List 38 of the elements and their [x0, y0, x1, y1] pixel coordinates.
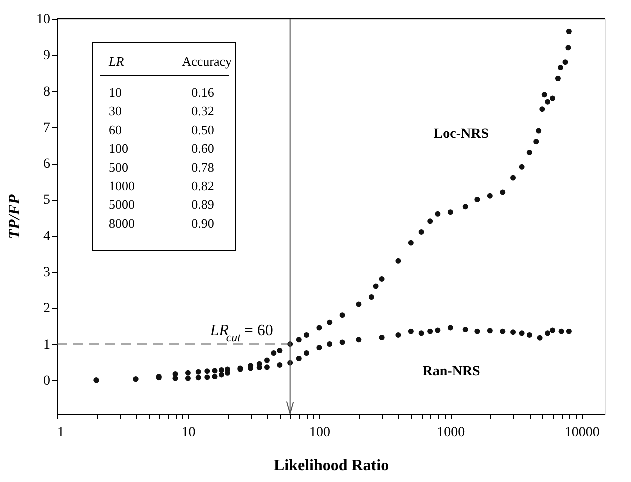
annotation: 0.82 [192, 178, 214, 194]
x-axis-title: Likelihood Ratio [274, 458, 390, 474]
annotation: Accuracy [182, 54, 232, 69]
annotation: 0.16 [192, 85, 215, 100]
y-tick-label: 5 [44, 193, 50, 208]
annotation: 1000 [109, 178, 135, 194]
annotation: 5000 [109, 197, 135, 212]
annotation: 0.50 [192, 122, 214, 138]
x-tick-label: 1 [58, 426, 64, 440]
y-tick-label: 7 [44, 120, 50, 136]
x-tick-label: 10 [182, 426, 196, 440]
text: Ran-NRS [422, 364, 481, 380]
annotation: 60 [109, 122, 122, 138]
y-tick-label: 2 [44, 302, 50, 317]
annotation: 100 [109, 141, 128, 156]
x-tick-label: 100 [309, 426, 330, 440]
annotation: 10 [109, 85, 122, 100]
annotation: 500 [109, 160, 128, 175]
annotation: 0.78 [192, 160, 214, 175]
x-tick-label: 1000 [437, 426, 466, 440]
y-tick-label: 0 [44, 374, 50, 389]
y-tick-label: 4 [44, 229, 50, 244]
y-tick-label: 10 [36, 12, 50, 28]
annotation: 30 [109, 104, 122, 119]
annotation: 0.60 [192, 141, 214, 156]
y-tick-label: 3 [44, 265, 50, 280]
y-tick-label: 6 [44, 157, 50, 172]
text: Loc-NRS [434, 126, 490, 142]
x-tick-label: 10000 [564, 426, 600, 440]
annotation: 8000 [109, 216, 135, 231]
annotation: 0.90 [192, 216, 214, 231]
annotation: 0.89 [192, 197, 214, 212]
annotation: 0.32 [192, 104, 214, 119]
annotation: LR [108, 54, 124, 69]
y-tick-label: 1 [44, 338, 50, 353]
y-tick-label: 9 [44, 48, 50, 64]
y-tick-label: 8 [44, 84, 50, 100]
y-axis-title: TP/FP [6, 194, 24, 240]
